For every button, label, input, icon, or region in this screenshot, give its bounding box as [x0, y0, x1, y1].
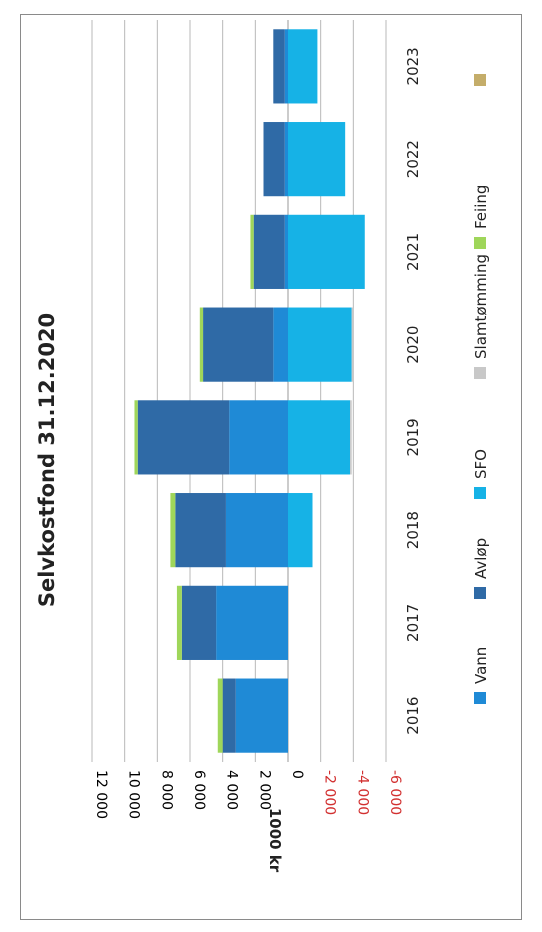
category-label: 2017 — [404, 604, 422, 642]
legend-swatch — [474, 74, 486, 86]
bar-segment — [170, 493, 176, 568]
y-tick-label: -4 000 — [354, 770, 370, 815]
y-axis-label: 1000 kr — [266, 808, 284, 873]
bar-segment — [284, 214, 288, 289]
y-tick-label: 2 000 — [256, 770, 272, 810]
legend-swatch — [474, 367, 486, 379]
category-label: 2016 — [404, 697, 422, 735]
legend-swatch — [474, 587, 486, 599]
bar-segment — [288, 122, 346, 197]
bar-segment — [250, 214, 254, 289]
legend: Vann Avløp SFO Slamtømming Feiing — [472, 74, 490, 704]
bar-segment — [235, 678, 288, 753]
category-label: 2023 — [404, 47, 422, 85]
y-tick-label: -2 000 — [322, 770, 338, 815]
legend-label: SFO — [472, 449, 490, 479]
bar-segment — [288, 400, 351, 475]
category-label: 2020 — [404, 326, 422, 364]
bar-segment — [203, 307, 274, 382]
y-tick-label: -6 000 — [387, 770, 403, 815]
bar-segment — [284, 122, 288, 197]
legend-swatch — [474, 692, 486, 704]
y-tick-label: 0 — [289, 770, 305, 779]
bar-segment — [273, 307, 288, 382]
bar-segment — [222, 678, 236, 753]
y-tick-label: 12 000 — [93, 770, 109, 819]
bar-segment — [176, 585, 182, 660]
y-tick-label: 4 000 — [224, 770, 240, 810]
bar-segment — [288, 307, 352, 382]
bar-segment — [134, 400, 138, 475]
category-label: 2021 — [404, 233, 422, 271]
category-label: 2022 — [404, 140, 422, 178]
y-tick-label: 6 000 — [191, 770, 207, 810]
bar-segment — [217, 678, 223, 753]
legend-swatch — [474, 487, 486, 499]
bar-segment — [351, 307, 354, 382]
category-label: 2018 — [404, 511, 422, 549]
bar-segment — [263, 122, 285, 197]
axes: 12 000 10 000 8 000 6 000 4 000 2 000 0 -2 000-… — [93, 47, 422, 819]
bar-segment — [288, 493, 313, 568]
legend-label: Feiing — [472, 185, 490, 229]
legend-label: Avløp — [472, 538, 490, 579]
legend-label: Slamtømming — [472, 254, 490, 359]
y-tick-label: 10 000 — [126, 770, 142, 819]
bar-segment — [175, 493, 226, 568]
legend-swatch — [474, 237, 486, 249]
bars — [134, 29, 365, 753]
bar-segment — [288, 29, 318, 104]
bar-segment — [288, 214, 365, 289]
bar-segment — [216, 585, 288, 660]
bar-segment — [229, 400, 288, 475]
chart-title: Selvkostfond 31.12.2020 — [35, 313, 59, 607]
bar-segment — [225, 493, 288, 568]
bar-segment — [350, 400, 352, 475]
bar-segment — [273, 29, 285, 104]
category-label: 2019 — [404, 418, 422, 456]
bar-segment — [199, 307, 204, 382]
bar-segment — [137, 400, 230, 475]
bar-segment — [181, 585, 217, 660]
y-tick-label: 8 000 — [158, 770, 174, 810]
bar-segment — [284, 29, 288, 104]
legend-label: Vann — [472, 647, 490, 684]
bar-segment — [253, 214, 285, 289]
